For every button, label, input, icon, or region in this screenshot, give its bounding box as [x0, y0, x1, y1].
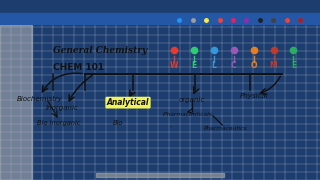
Text: Analytical: Analytical [107, 98, 149, 107]
Text: organic: organic [179, 96, 205, 102]
Text: -: - [170, 124, 172, 130]
Text: Physical: Physical [240, 93, 269, 99]
Bar [96, 173, 224, 177]
Text: L: L [212, 61, 217, 70]
Bar [0, 25, 32, 180]
Text: Bio: Bio [113, 120, 124, 127]
Text: Bio Inorganic: Bio Inorganic [37, 120, 81, 127]
Text: Inorganic: Inorganic [46, 105, 79, 111]
Text: E: E [291, 61, 296, 70]
Text: General Chemistry: General Chemistry [53, 46, 147, 55]
Text: Biochemistry: Biochemistry [17, 96, 63, 102]
Text: Pharmaceutics: Pharmaceutics [204, 126, 247, 131]
Text: M: M [270, 61, 277, 70]
Text: -Pharmaceuticals: -Pharmaceuticals [162, 112, 212, 118]
Text: E: E [192, 61, 197, 70]
Text: CHEM 101: CHEM 101 [53, 63, 104, 72]
Text: W: W [170, 61, 179, 70]
Text: C: C [231, 61, 237, 70]
Text: O: O [251, 61, 257, 70]
Bar [0, 13, 320, 25]
Bar [0, 0, 320, 13]
